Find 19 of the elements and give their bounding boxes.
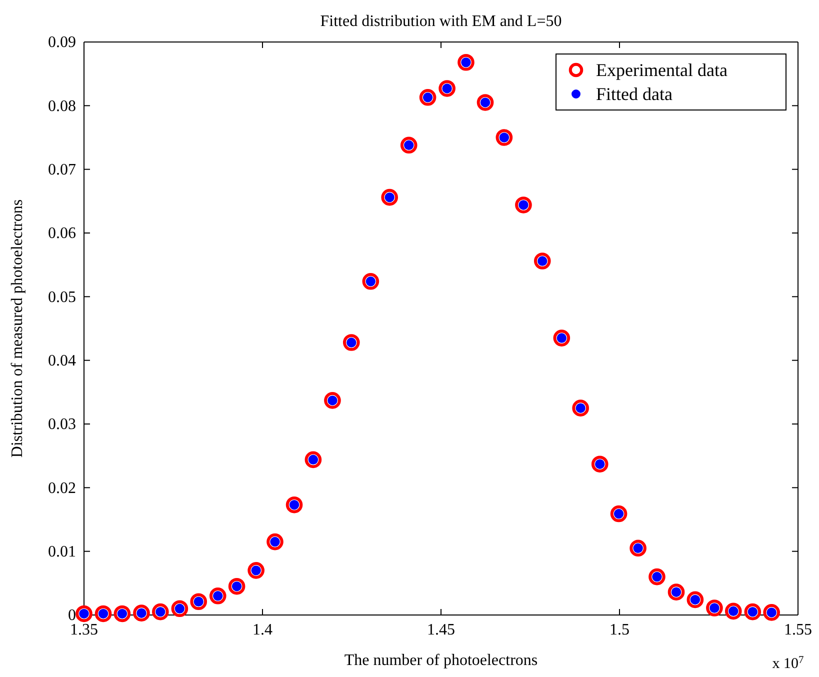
chart-title: Fitted distribution with EM and L=50: [320, 13, 562, 30]
x-axis-title: The number of photoelectrons: [344, 652, 538, 669]
x-tick-label: 1.4: [252, 621, 272, 638]
y-tick-label: 0.01: [48, 543, 76, 560]
legend-label: Fitted data: [596, 84, 672, 104]
y-tick-label: 0.05: [48, 288, 76, 306]
y-tick-label: 0.03: [48, 416, 76, 434]
y-tick-label: 0.07: [48, 161, 76, 178]
x-tick-label: 1.5: [610, 621, 630, 638]
y-tick-label: 0.04: [48, 352, 76, 370]
y-tick-label: 0.08: [48, 98, 76, 115]
x-tick-label: 1.45: [427, 621, 455, 638]
y-tick-label: 0.09: [48, 34, 76, 52]
legend-label: Experimental data: [596, 60, 728, 80]
x-tick-label: 1.55: [784, 621, 812, 638]
y-axis-title: Distribution of measured photoelectrons: [9, 199, 26, 458]
text: x 10$^{7}$: [772, 654, 804, 672]
y-tick-label: 0.06: [48, 225, 76, 242]
y-tick-label: 0.02: [48, 480, 76, 497]
